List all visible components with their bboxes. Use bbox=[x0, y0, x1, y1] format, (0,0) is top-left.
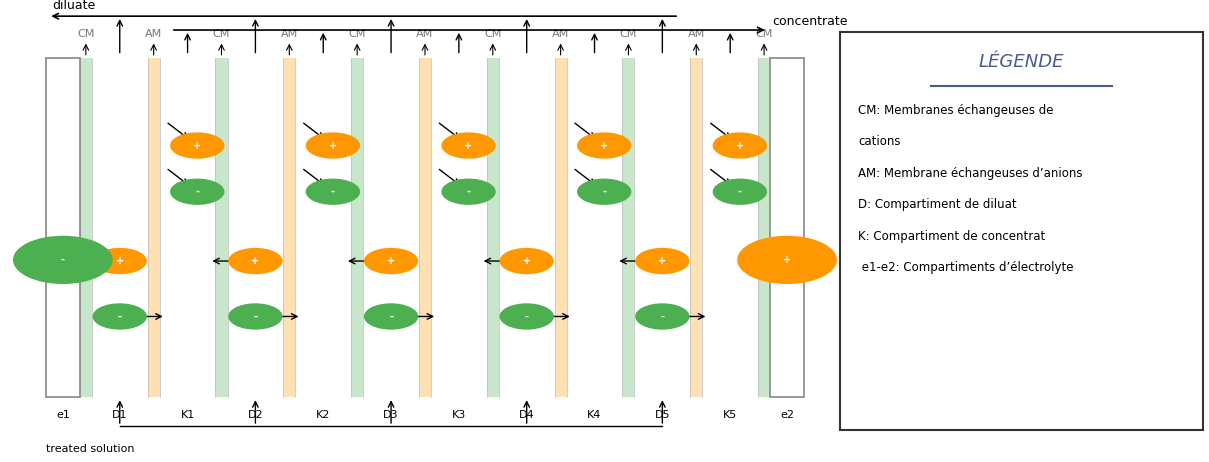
Ellipse shape bbox=[499, 248, 554, 274]
Ellipse shape bbox=[93, 303, 147, 330]
Bar bbox=[283, 58, 295, 397]
Text: -: - bbox=[602, 187, 606, 197]
Text: +: + bbox=[736, 140, 744, 151]
Ellipse shape bbox=[635, 303, 689, 330]
Text: CM: CM bbox=[484, 29, 502, 39]
Text: K3: K3 bbox=[452, 410, 465, 420]
Text: K5: K5 bbox=[723, 410, 737, 420]
Ellipse shape bbox=[737, 236, 837, 284]
Ellipse shape bbox=[229, 303, 283, 330]
Text: D1: D1 bbox=[112, 410, 127, 420]
Text: -: - bbox=[117, 311, 122, 322]
Ellipse shape bbox=[577, 132, 631, 158]
Text: -: - bbox=[254, 311, 258, 322]
Text: anode: anode bbox=[811, 243, 821, 277]
Ellipse shape bbox=[499, 303, 554, 330]
Bar bbox=[487, 58, 499, 397]
Text: +: + bbox=[464, 140, 473, 151]
Ellipse shape bbox=[13, 236, 112, 284]
Text: D: Compartiment de diluat: D: Compartiment de diluat bbox=[858, 198, 1017, 211]
Bar bbox=[840, 32, 1203, 430]
Text: AM: AM bbox=[688, 29, 705, 39]
Ellipse shape bbox=[93, 248, 147, 274]
Text: +: + bbox=[193, 140, 202, 151]
Text: AM: Membrane échangeuses d’anions: AM: Membrane échangeuses d’anions bbox=[858, 167, 1083, 180]
Text: -: - bbox=[60, 255, 65, 265]
Text: cations: cations bbox=[858, 135, 901, 148]
Bar bbox=[623, 58, 635, 397]
Text: e2: e2 bbox=[780, 410, 794, 420]
Bar bbox=[80, 58, 92, 397]
Ellipse shape bbox=[306, 132, 360, 158]
Text: -: - bbox=[195, 187, 199, 197]
Text: -: - bbox=[737, 187, 742, 197]
Bar bbox=[215, 58, 227, 397]
Text: -: - bbox=[389, 311, 393, 322]
Ellipse shape bbox=[364, 303, 418, 330]
Ellipse shape bbox=[712, 179, 767, 205]
Text: +: + bbox=[116, 256, 123, 266]
Text: +: + bbox=[600, 140, 608, 151]
Text: -: - bbox=[525, 311, 528, 322]
Text: -: - bbox=[660, 311, 665, 322]
Ellipse shape bbox=[170, 132, 225, 158]
Ellipse shape bbox=[306, 179, 360, 205]
Text: +: + bbox=[522, 256, 531, 266]
Bar bbox=[690, 58, 702, 397]
Text: K4: K4 bbox=[588, 410, 602, 420]
Text: CM: CM bbox=[77, 29, 94, 39]
Text: +: + bbox=[783, 255, 791, 265]
Text: K: Compartiment de concentrat: K: Compartiment de concentrat bbox=[858, 230, 1046, 243]
Text: concentrate: concentrate bbox=[773, 15, 848, 28]
Text: K2: K2 bbox=[316, 410, 330, 420]
Bar bbox=[46, 58, 80, 397]
Text: -: - bbox=[467, 187, 470, 197]
Text: CM: CM bbox=[756, 29, 773, 39]
Text: +: + bbox=[329, 140, 337, 151]
Ellipse shape bbox=[712, 132, 767, 158]
Text: LÉGENDE: LÉGENDE bbox=[979, 53, 1064, 71]
Text: treated solution: treated solution bbox=[46, 444, 134, 454]
Ellipse shape bbox=[635, 248, 689, 274]
Text: AM: AM bbox=[145, 29, 162, 39]
Text: e1: e1 bbox=[56, 410, 70, 420]
Text: AM: AM bbox=[553, 29, 569, 39]
Ellipse shape bbox=[577, 179, 631, 205]
Text: +: + bbox=[251, 256, 260, 266]
Text: CM: Membranes échangeuses de: CM: Membranes échangeuses de bbox=[858, 104, 1054, 117]
Text: e1-e2: Compartiments d’électrolyte: e1-e2: Compartiments d’électrolyte bbox=[858, 261, 1074, 274]
Bar bbox=[147, 58, 160, 397]
Text: D3: D3 bbox=[383, 410, 399, 420]
Bar bbox=[758, 58, 770, 397]
Text: diluate: diluate bbox=[52, 0, 96, 12]
Bar bbox=[770, 58, 804, 397]
Ellipse shape bbox=[229, 248, 283, 274]
Text: D4: D4 bbox=[519, 410, 534, 420]
Text: CM: CM bbox=[348, 29, 366, 39]
Bar bbox=[351, 58, 363, 397]
Text: K1: K1 bbox=[180, 410, 195, 420]
Text: AM: AM bbox=[416, 29, 434, 39]
Text: D5: D5 bbox=[654, 410, 670, 420]
Text: D2: D2 bbox=[248, 410, 264, 420]
Bar bbox=[555, 58, 567, 397]
Ellipse shape bbox=[170, 179, 225, 205]
Text: CM: CM bbox=[213, 29, 230, 39]
Text: +: + bbox=[658, 256, 666, 266]
Text: +: + bbox=[387, 256, 395, 266]
Ellipse shape bbox=[441, 132, 496, 158]
Ellipse shape bbox=[364, 248, 418, 274]
Text: AM: AM bbox=[280, 29, 297, 39]
Bar bbox=[418, 58, 432, 397]
Text: -: - bbox=[331, 187, 335, 197]
Ellipse shape bbox=[441, 179, 496, 205]
Text: CM: CM bbox=[620, 29, 637, 39]
